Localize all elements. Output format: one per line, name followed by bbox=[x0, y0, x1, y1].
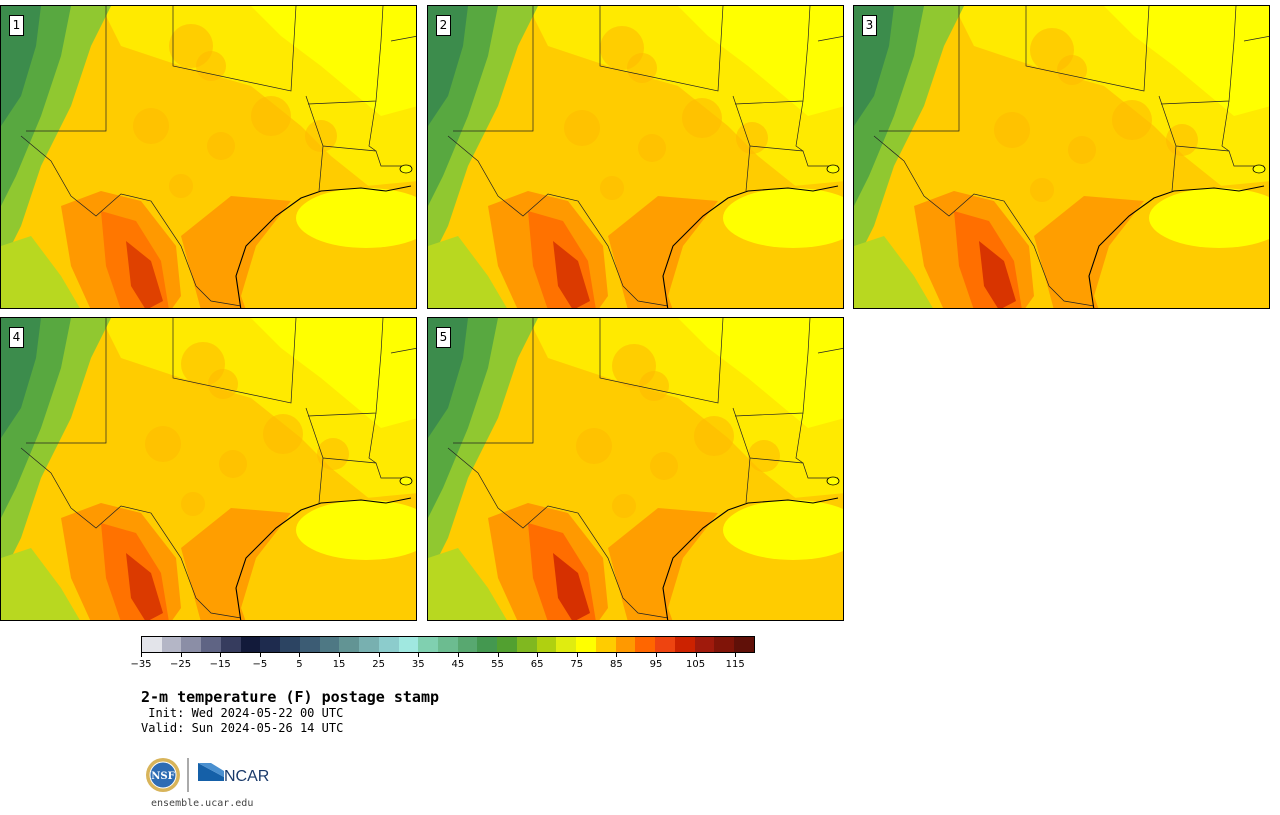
colorbar-swatch bbox=[359, 637, 379, 652]
colorbar-swatch bbox=[181, 637, 202, 652]
colorbar-tick-label: 95 bbox=[649, 659, 663, 670]
member-number-label: 5 bbox=[436, 327, 451, 348]
colorbar-swatch bbox=[201, 637, 221, 652]
colorbar-swatch bbox=[457, 637, 478, 652]
colorbar-tick bbox=[418, 653, 420, 657]
ncar-logo-text: NCAR bbox=[224, 768, 269, 785]
colorbar-swatch bbox=[556, 637, 577, 652]
temperature-colorbar bbox=[141, 636, 755, 653]
init-time: Init: Wed 2024-05-22 00 UTC bbox=[141, 706, 344, 720]
colorbar-swatch bbox=[516, 637, 537, 652]
colorbar-tick bbox=[141, 653, 142, 657]
colorbar-swatch bbox=[260, 637, 281, 652]
temperature-map bbox=[854, 6, 1269, 308]
colorbar-swatch bbox=[438, 637, 458, 652]
colorbar-tick-label: 55 bbox=[491, 659, 504, 670]
colorbar-tick-label: −5 bbox=[252, 659, 268, 670]
member-number-label: 3 bbox=[862, 15, 877, 36]
colorbar-tick bbox=[655, 653, 657, 657]
colorbar-tick bbox=[220, 653, 222, 657]
temperature-map bbox=[1, 318, 416, 620]
nsf-logo: NSF bbox=[146, 758, 180, 792]
colorbar-swatch bbox=[576, 637, 596, 652]
ncar-logo: NCAR bbox=[198, 763, 269, 785]
colorbar-swatch bbox=[161, 637, 182, 652]
colorbar-tick bbox=[576, 653, 578, 657]
colorbar-swatch bbox=[734, 637, 754, 652]
colorbar-swatch bbox=[398, 637, 419, 652]
colorbar-swatch bbox=[655, 637, 675, 652]
colorbar-tick-label: 35 bbox=[411, 659, 425, 670]
colorbar-tick-label: 115 bbox=[725, 659, 745, 670]
temperature-map bbox=[428, 6, 843, 308]
colorbar-swatch bbox=[615, 637, 636, 652]
valid-time: Valid: Sun 2024-05-26 14 UTC bbox=[141, 721, 344, 735]
colorbar-ticks: −35 −25 −15 −5 5 15 25 35 45 55 65 75 85 95 105 115 bbox=[130, 653, 755, 673]
colorbar-swatch bbox=[477, 637, 498, 652]
colorbar-swatch bbox=[674, 637, 695, 652]
postage-stamp-panel: 5 bbox=[427, 317, 844, 621]
colorbar-swatch bbox=[595, 637, 616, 652]
colorbar-tick bbox=[180, 653, 182, 657]
member-number-label: 1 bbox=[9, 15, 24, 36]
colorbar-tick-label: 85 bbox=[609, 659, 623, 670]
colorbar-swatch bbox=[635, 637, 656, 652]
colorbar-tick bbox=[695, 653, 697, 657]
colorbar-tick bbox=[735, 653, 737, 657]
temperature-map bbox=[1, 6, 416, 308]
colorbar-swatch bbox=[319, 637, 340, 652]
colorbar-tick-label: 75 bbox=[570, 659, 584, 670]
postage-stamp-panel: 1 bbox=[0, 5, 417, 309]
colorbar-swatch bbox=[378, 637, 399, 652]
colorbar-tick-label: 45 bbox=[451, 659, 465, 670]
footer-url[interactable]: ensemble.ucar.edu bbox=[151, 798, 254, 809]
postage-stamp-panel: 3 bbox=[853, 5, 1270, 309]
colorbar-tick bbox=[259, 653, 261, 657]
colorbar-swatch bbox=[280, 637, 300, 652]
colorbar-tick bbox=[537, 653, 539, 657]
colorbar-tick bbox=[299, 653, 301, 657]
colorbar-swatch bbox=[339, 637, 360, 652]
colorbar-swatch bbox=[299, 637, 320, 652]
logos: NSF NCAR bbox=[145, 757, 275, 793]
colorbar-swatch bbox=[240, 637, 261, 652]
postage-stamp-panel: 2 bbox=[427, 5, 844, 309]
colorbar-tick-label: 65 bbox=[530, 659, 544, 670]
temperature-map bbox=[428, 318, 843, 620]
colorbar-swatch bbox=[220, 637, 241, 652]
colorbar-swatch bbox=[536, 637, 557, 652]
map-title: 2-m temperature (F) postage stamp bbox=[141, 688, 440, 706]
colorbar-tick bbox=[616, 653, 618, 657]
member-number-label: 4 bbox=[9, 327, 24, 348]
colorbar-tick bbox=[339, 653, 341, 657]
colorbar-swatch bbox=[694, 637, 715, 652]
colorbar-tick bbox=[457, 653, 459, 657]
colorbar-swatch bbox=[497, 637, 517, 652]
colorbar-tick-label: −35 bbox=[130, 659, 152, 670]
colorbar-swatch bbox=[714, 637, 735, 652]
colorbar-tick-label: 15 bbox=[332, 659, 346, 670]
nsf-logo-text: NSF bbox=[151, 771, 174, 782]
colorbar-swatch bbox=[418, 637, 439, 652]
colorbar-tick bbox=[497, 653, 499, 657]
colorbar-tick bbox=[378, 653, 380, 657]
colorbar-tick-label: 5 bbox=[296, 659, 303, 670]
colorbar-swatch bbox=[142, 637, 162, 652]
member-number-label: 2 bbox=[436, 15, 451, 36]
colorbar-tick-label: 25 bbox=[372, 659, 386, 670]
colorbar-tick-label: −25 bbox=[170, 659, 192, 670]
postage-stamp-panel: 4 bbox=[0, 317, 417, 621]
colorbar-tick-label: 105 bbox=[686, 659, 706, 670]
colorbar-tick-label: −15 bbox=[209, 659, 231, 670]
